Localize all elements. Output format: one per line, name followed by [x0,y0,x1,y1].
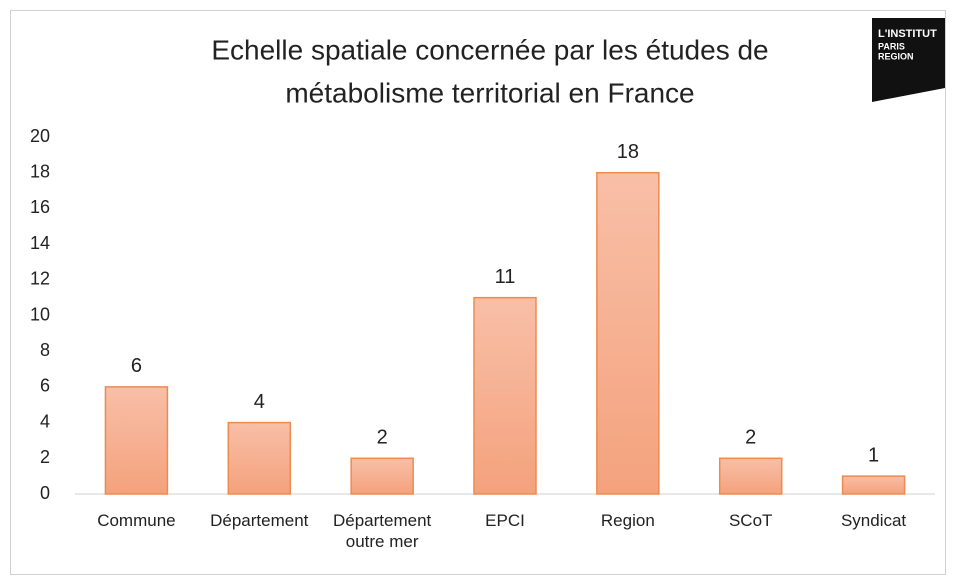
logo-text: L'INSTITUT [878,28,937,40]
logo-shape [872,18,945,102]
data-label: 4 [254,391,265,413]
y-tick-label: 0 [40,483,50,503]
data-label: 2 [745,427,756,449]
y-tick-label: 4 [40,411,50,431]
x-tick-label: Département outre mer [332,511,432,551]
data-label: 6 [131,355,142,377]
chart-title: Echelle spatiale concernée par les étude… [211,34,768,65]
bar [227,421,292,495]
bar [350,457,414,495]
bar [104,386,169,495]
data-label: 18 [617,141,639,163]
chart-border [10,10,946,575]
logo-text: REGION [878,51,914,61]
logo-text: PARIS [878,41,905,51]
data-label: 11 [495,266,516,288]
x-tick-label: Region [600,511,655,530]
y-tick-label: 8 [40,340,50,360]
x-tick-label: SCoT [728,511,773,530]
chart-title: métabolisme territorial en France [285,77,694,108]
y-tick-label: 20 [30,126,50,146]
y-tick-label: 6 [40,376,50,396]
bar [718,457,783,495]
y-tick-label: 10 [30,304,50,324]
x-tick-label: Syndicat [840,511,907,530]
y-tick-label: 14 [30,233,50,253]
data-label: 1 [868,444,879,466]
bar [596,171,660,495]
x-tick-label: EPCI [485,511,525,530]
y-tick-label: 12 [30,269,50,289]
bar [473,296,537,495]
data-label: 2 [377,427,388,449]
y-tick-label: 18 [30,161,50,181]
x-tick-label: Département [210,511,309,530]
x-tick-label: Commune [97,511,176,530]
y-tick-label: 2 [40,447,50,467]
y-tick-label: 16 [30,197,50,217]
bar [841,475,906,495]
